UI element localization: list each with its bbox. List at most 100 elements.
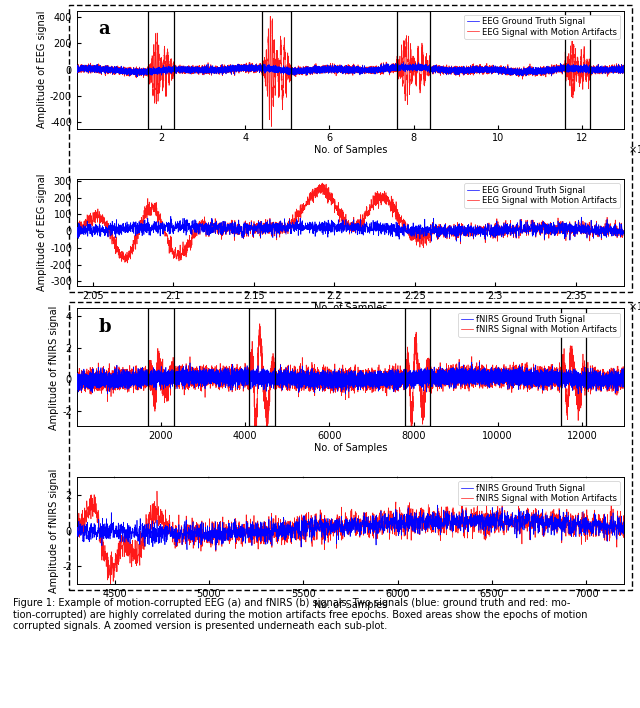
Text: $\times10^4$: $\times10^4$: [628, 142, 640, 156]
fNIRS Signal with Motion Artifacts: [124, 535, 131, 544]
fNIRS Ground Truth Signal: [154, 374, 161, 382]
EEG Signal with Motion Artifacts: [154, 54, 161, 62]
fNIRS Ground Truth Signal: [433, 501, 441, 509]
EEG Signal with Motion Artifacts: [561, 220, 568, 229]
fNIRS Signal with Motion Artifacts: [525, 508, 532, 517]
fNIRS Signal with Motion Artifacts: [107, 581, 115, 589]
EEG Ground Truth Signal: [526, 224, 534, 233]
fNIRS Ground Truth Signal: [73, 533, 81, 542]
EEG Signal with Motion Artifacts: [73, 227, 81, 236]
fNIRS Ground Truth Signal: [575, 372, 582, 380]
Bar: [262, 11, 291, 129]
fNIRS Signal with Motion Artifacts: [252, 440, 260, 448]
EEG Signal with Motion Artifacts: [261, 64, 269, 72]
X-axis label: No. of Samples: No. of Samples: [314, 302, 387, 312]
Legend: EEG Ground Truth Signal, EEG Signal with Motion Artifacts: EEG Ground Truth Signal, EEG Signal with…: [464, 183, 620, 207]
fNIRS Ground Truth Signal: [145, 370, 153, 378]
EEG Ground Truth Signal: [620, 69, 628, 78]
Line: fNIRS Signal with Motion Artifacts: fNIRS Signal with Motion Artifacts: [77, 491, 624, 585]
fNIRS Ground Truth Signal: [525, 509, 532, 518]
EEG Signal with Motion Artifacts: [268, 122, 275, 131]
fNIRS Ground Truth Signal: [620, 527, 628, 535]
EEG Ground Truth Signal: [575, 62, 582, 70]
fNIRS Ground Truth Signal: [212, 546, 220, 554]
Y-axis label: Amplitude of EEG signal: Amplitude of EEG signal: [37, 174, 47, 292]
Bar: [148, 309, 173, 426]
fNIRS Signal with Motion Artifacts: [153, 487, 161, 496]
EEG Signal with Motion Artifacts: [398, 219, 406, 227]
EEG Ground Truth Signal: [415, 58, 422, 67]
EEG Signal with Motion Artifacts: [620, 230, 628, 239]
Bar: [148, 11, 173, 129]
fNIRS Ground Truth Signal: [124, 525, 131, 534]
fNIRS Signal with Motion Artifacts: [256, 319, 264, 328]
fNIRS Signal with Motion Artifacts: [73, 376, 81, 384]
EEG Signal with Motion Artifacts: [447, 229, 455, 237]
Line: EEG Ground Truth Signal: EEG Ground Truth Signal: [77, 62, 624, 76]
EEG Ground Truth Signal: [134, 72, 141, 81]
Legend: EEG Ground Truth Signal, EEG Signal with Motion Artifacts: EEG Ground Truth Signal, EEG Signal with…: [464, 15, 620, 39]
fNIRS Signal with Motion Artifacts: [261, 380, 269, 389]
EEG Signal with Motion Artifacts: [124, 258, 131, 267]
fNIRS Signal with Motion Artifacts: [145, 364, 153, 372]
fNIRS Signal with Motion Artifacts: [326, 365, 333, 373]
fNIRS Ground Truth Signal: [73, 378, 81, 387]
EEG Ground Truth Signal: [397, 222, 405, 231]
EEG Signal with Motion Artifacts: [575, 62, 582, 71]
Text: a: a: [99, 20, 110, 38]
EEG Ground Truth Signal: [447, 229, 455, 237]
EEG Ground Truth Signal: [326, 65, 333, 74]
fNIRS Signal with Motion Artifacts: [620, 375, 628, 384]
EEG Ground Truth Signal: [322, 67, 330, 76]
EEG Ground Truth Signal: [154, 66, 161, 74]
EEG Signal with Motion Artifacts: [73, 61, 81, 69]
fNIRS Signal with Motion Artifacts: [387, 520, 394, 529]
Line: fNIRS Ground Truth Signal: fNIRS Ground Truth Signal: [77, 362, 624, 394]
fNIRS Ground Truth Signal: [322, 377, 330, 385]
fNIRS Ground Truth Signal: [77, 531, 84, 539]
EEG Ground Truth Signal: [167, 212, 175, 221]
fNIRS Ground Truth Signal: [386, 518, 394, 526]
fNIRS Ground Truth Signal: [452, 522, 460, 530]
EEG Signal with Motion Artifacts: [266, 12, 274, 21]
EEG Signal with Motion Artifacts: [322, 64, 330, 72]
Line: EEG Ground Truth Signal: EEG Ground Truth Signal: [77, 217, 624, 241]
X-axis label: No. of Samples: No. of Samples: [314, 442, 387, 452]
EEG Ground Truth Signal: [457, 237, 465, 246]
fNIRS Signal with Motion Artifacts: [452, 527, 460, 536]
EEG Signal with Motion Artifacts: [586, 231, 594, 239]
fNIRS Ground Truth Signal: [261, 369, 269, 377]
EEG Ground Truth Signal: [145, 65, 153, 74]
Y-axis label: Amplitude of fNIRS signal: Amplitude of fNIRS signal: [49, 305, 60, 430]
fNIRS Signal with Motion Artifacts: [575, 396, 582, 405]
fNIRS Ground Truth Signal: [620, 382, 628, 390]
fNIRS Signal with Motion Artifacts: [77, 521, 84, 530]
Legend: fNIRS Ground Truth Signal, fNIRS Signal with Motion Artifacts: fNIRS Ground Truth Signal, fNIRS Signal …: [458, 481, 620, 506]
fNIRS Signal with Motion Artifacts: [620, 532, 628, 540]
EEG Ground Truth Signal: [620, 229, 628, 237]
Bar: [397, 11, 430, 129]
Text: $\times10^4$: $\times10^4$: [628, 299, 640, 314]
Text: b: b: [99, 318, 111, 336]
Line: fNIRS Signal with Motion Artifacts: fNIRS Signal with Motion Artifacts: [77, 324, 624, 444]
EEG Signal with Motion Artifacts: [318, 179, 326, 188]
EEG Signal with Motion Artifacts: [526, 225, 534, 234]
fNIRS Ground Truth Signal: [342, 390, 349, 399]
fNIRS Ground Truth Signal: [476, 358, 483, 367]
Line: EEG Signal with Motion Artifacts: EEG Signal with Motion Artifacts: [77, 183, 624, 263]
Bar: [250, 309, 275, 426]
Bar: [565, 11, 590, 129]
EEG Signal with Motion Artifacts: [326, 68, 333, 76]
fNIRS Signal with Motion Artifacts: [294, 520, 301, 528]
EEG Signal with Motion Artifacts: [357, 210, 365, 219]
EEG Signal with Motion Artifacts: [145, 67, 153, 76]
EEG Ground Truth Signal: [261, 64, 269, 73]
Legend: fNIRS Ground Truth Signal, fNIRS Signal with Motion Artifacts: fNIRS Ground Truth Signal, fNIRS Signal …: [458, 312, 620, 337]
fNIRS Signal with Motion Artifacts: [73, 533, 81, 542]
EEG Ground Truth Signal: [73, 227, 81, 236]
EEG Ground Truth Signal: [586, 229, 594, 238]
Y-axis label: Amplitude of fNIRS signal: Amplitude of fNIRS signal: [49, 468, 60, 593]
fNIRS Ground Truth Signal: [294, 522, 301, 530]
fNIRS Ground Truth Signal: [326, 377, 333, 385]
EEG Ground Truth Signal: [73, 62, 81, 71]
